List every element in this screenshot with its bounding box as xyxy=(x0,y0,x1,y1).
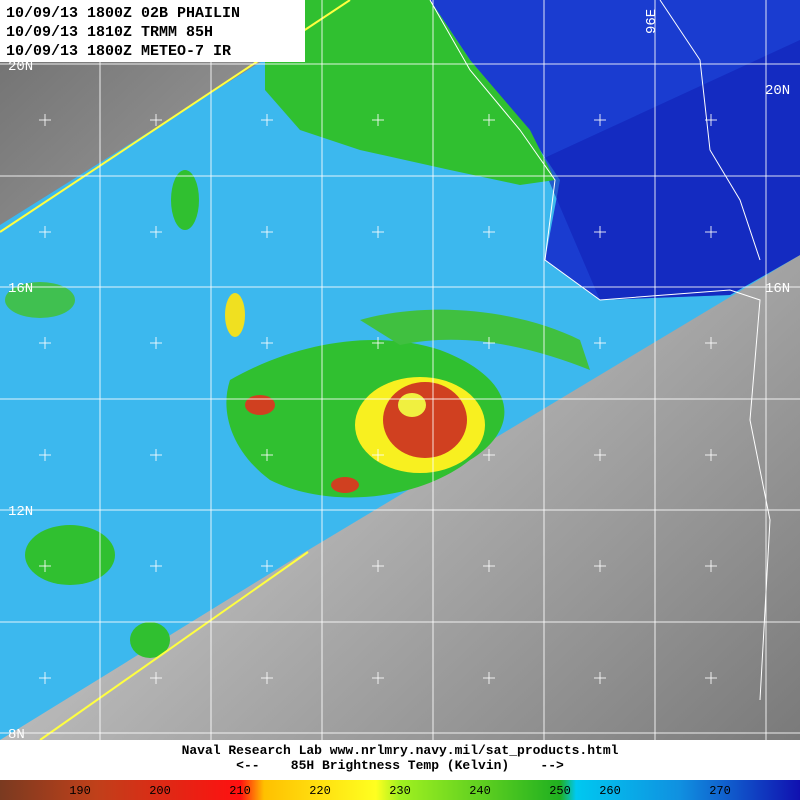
colorbar-label: 210 xyxy=(229,784,251,798)
cloud xyxy=(5,282,75,318)
coastline xyxy=(429,0,771,701)
colorbar xyxy=(0,780,800,800)
header-line: 10/09/13 1800Z METEO-7 IR xyxy=(6,43,231,60)
header-box xyxy=(0,0,305,62)
colorbar-label: 230 xyxy=(389,784,411,798)
colorbar-label: 240 xyxy=(469,784,491,798)
colorbar-label: 260 xyxy=(599,784,621,798)
grid xyxy=(0,0,800,740)
colorbar-label: 220 xyxy=(309,784,331,798)
cloud xyxy=(331,477,359,493)
colorbar-label: 200 xyxy=(149,784,171,798)
lat-label: 12N xyxy=(8,504,33,520)
cloud xyxy=(225,293,245,337)
land-green xyxy=(265,0,555,185)
lat-label: 20N xyxy=(765,83,790,99)
lat-label: 8N xyxy=(8,727,25,743)
cloud xyxy=(130,622,170,658)
cloud xyxy=(25,525,115,585)
colorbar-labels: 190 200 210 220 230 240 250 260 270 xyxy=(69,784,731,798)
lon-label: 96E xyxy=(644,9,660,34)
cloud xyxy=(171,170,199,230)
storm-core xyxy=(383,382,467,458)
cloud xyxy=(245,395,275,415)
footer-credit: Naval Research Lab www.nrlmry.navy.mil/s… xyxy=(182,743,619,758)
storm-band xyxy=(360,309,590,370)
land-region xyxy=(540,40,800,300)
footer-box xyxy=(0,740,800,780)
coastline xyxy=(659,0,761,261)
colorbar-label: 190 xyxy=(69,784,91,798)
colorbar-label: 250 xyxy=(549,784,571,798)
lat-label: 16N xyxy=(765,281,790,297)
lat-label: 16N xyxy=(8,281,33,297)
lat-label: 20N xyxy=(8,59,33,75)
header-line: 10/09/13 1800Z 02B PHAILIN xyxy=(6,5,240,22)
storm-eye xyxy=(398,393,426,417)
swath-edge xyxy=(39,551,309,741)
colorbar-label: 270 xyxy=(709,784,731,798)
header-line: 10/09/13 1810Z TRMM 85H xyxy=(6,24,213,41)
legend-title: <-- 85H Brightness Temp (Kelvin) --> xyxy=(236,758,564,773)
